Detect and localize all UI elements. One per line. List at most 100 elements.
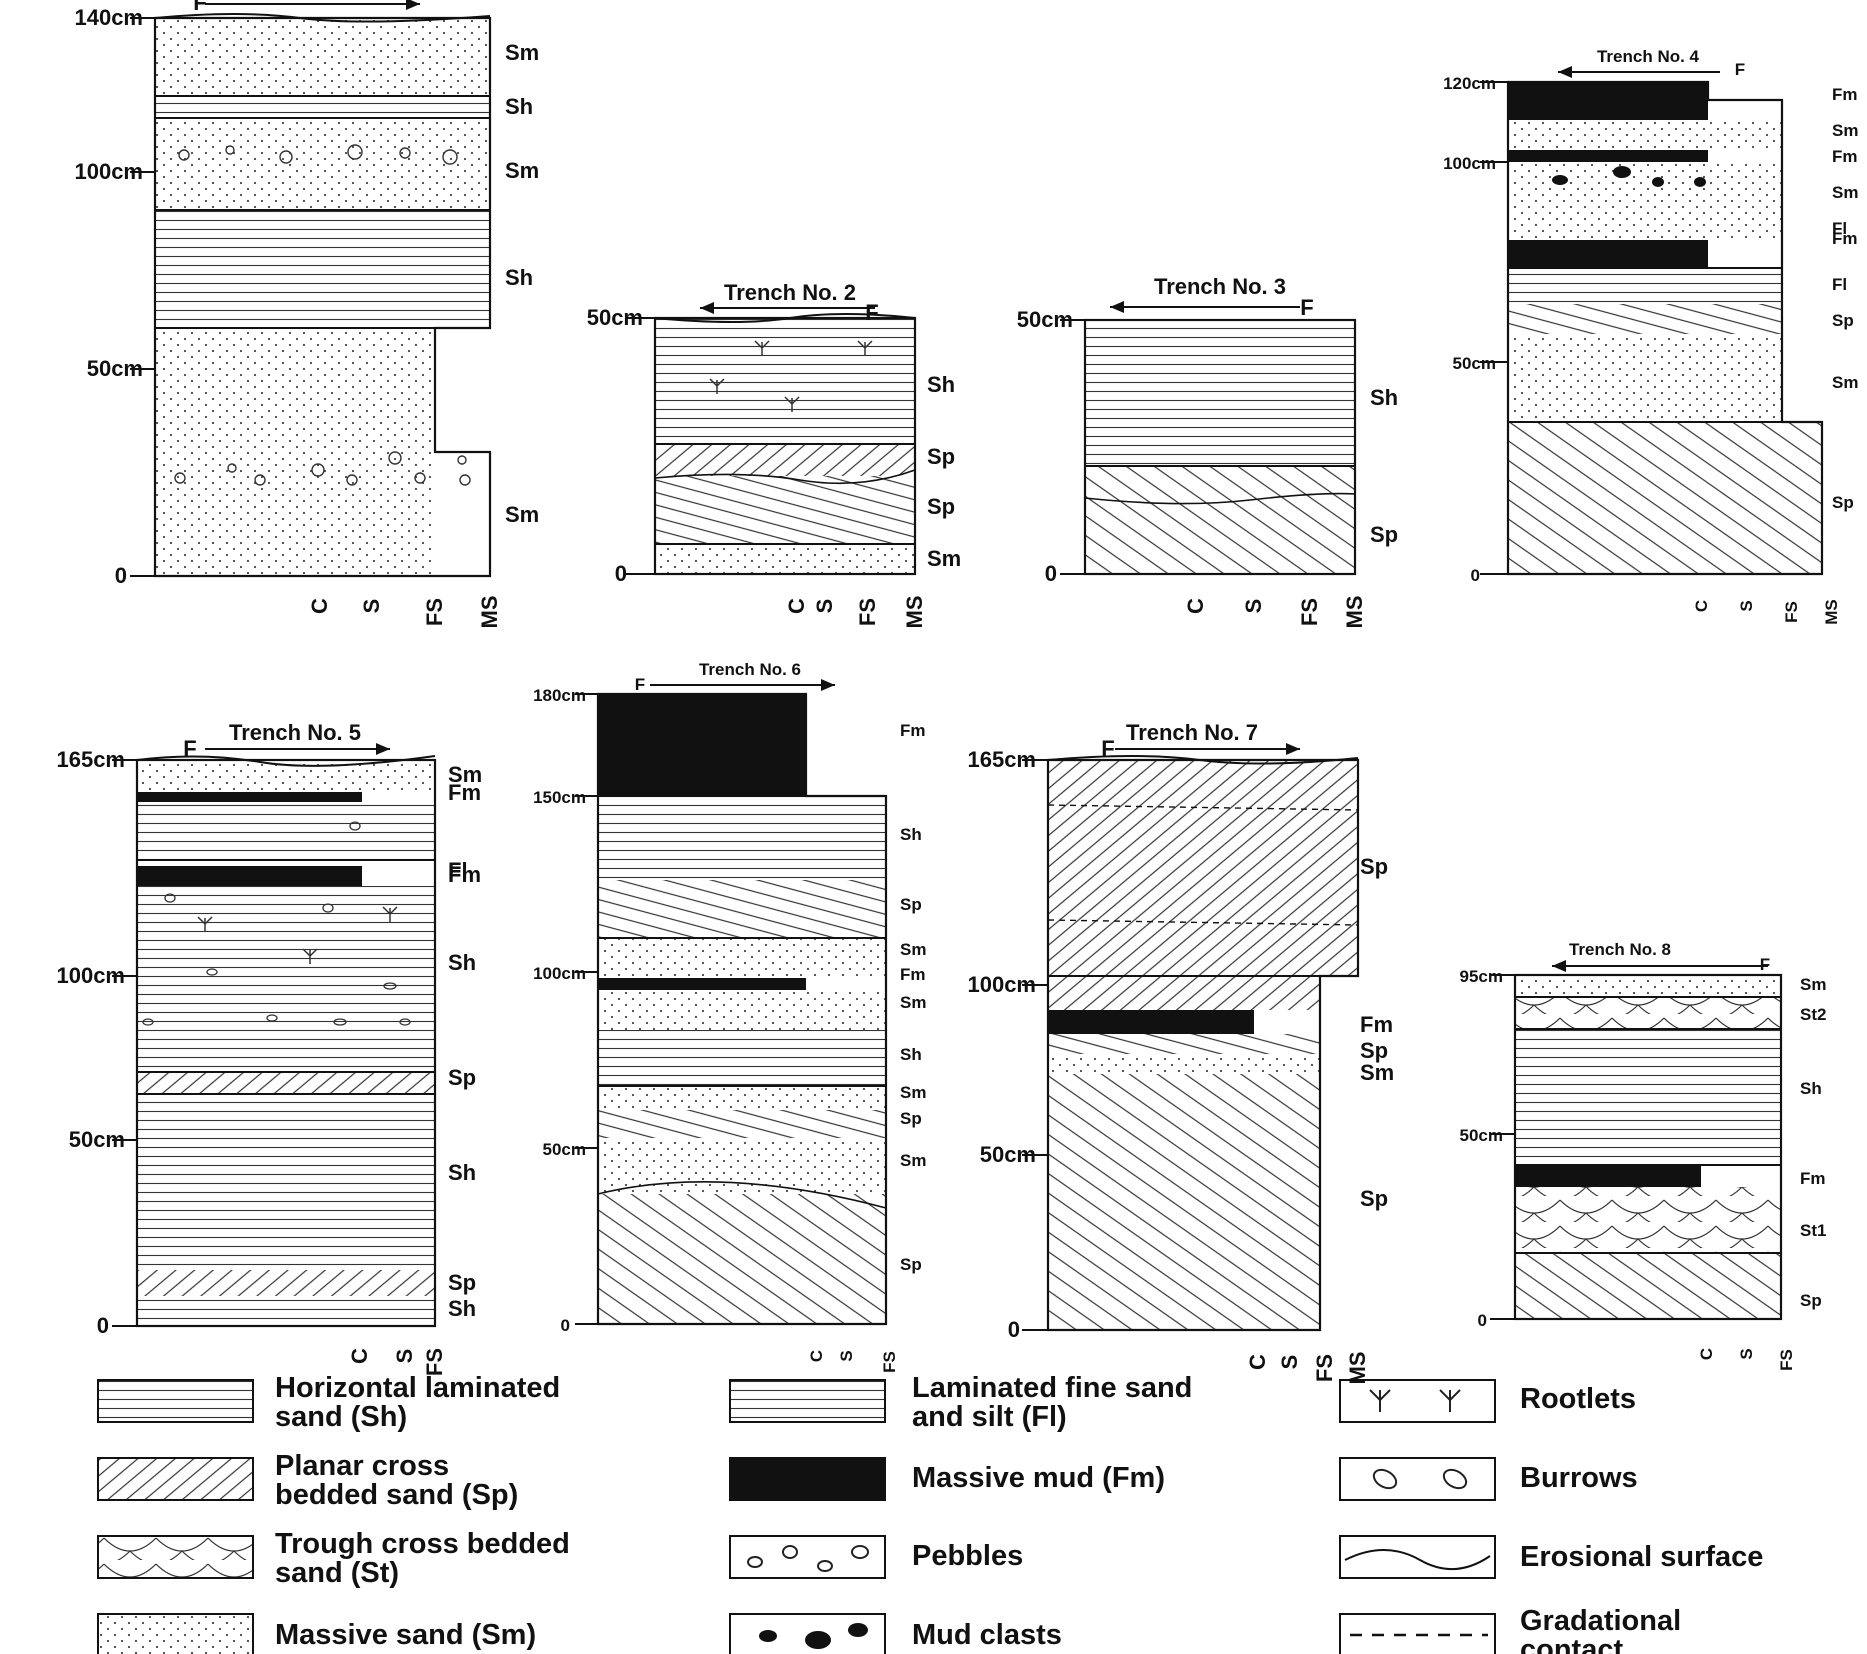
legend-label-eros: Erosional surface [1520,1541,1763,1573]
facies-label: Sm [505,502,539,527]
bed-sm [1048,1054,1320,1074]
bed-sh [1085,320,1355,466]
flow-label: F [193,0,206,15]
facies-label: Sp [900,1109,922,1128]
flow-direction-arrow [1110,301,1300,313]
bed-fm [137,792,362,802]
legend-label-st: sand (St) [275,1557,399,1589]
legend-swatch-fl [729,1379,886,1423]
depth-label: 50cm [87,356,143,381]
depth-label: 100cm [533,964,586,983]
facies-label: Fm [448,862,481,887]
legend-swatch-sp [97,1457,254,1501]
depth-label: 100cm [1443,154,1496,173]
bed-fm [598,694,806,796]
flow-direction-arrow [650,679,835,691]
bed-sh [137,886,435,1072]
flow-label: F [1101,736,1114,761]
trench-title: Trench No. 6 [699,660,801,679]
facies-label: Sp [1360,1186,1388,1211]
burrows-icon [142,821,411,1026]
facies-label: Sm [505,158,539,183]
grain-size-label: S [837,1350,856,1361]
legend-swatch-erosional [1339,1535,1496,1579]
grain-size-label: FS [1782,601,1801,623]
log-column-5 [112,755,437,1328]
flow-direction-arrow [700,302,875,314]
flow-label: F [635,675,645,694]
facies-label: Sm [448,762,482,787]
log-column-2 [625,313,917,576]
log-column-1 [130,13,492,578]
legend-swatch-st [97,1535,254,1579]
depth-label-zero: 0 [1478,1311,1487,1330]
grain-size-label: S [1737,600,1756,611]
bed-sh [1515,1029,1781,1165]
depth-label-top: 165cm [56,747,125,772]
facies-label: Sp [1360,1038,1388,1063]
bed-sm [598,938,886,978]
legend-label-fl: Laminated fine sand [912,1372,1192,1404]
depth-label: 50cm [69,1127,125,1152]
trench-title: Trench No. 8 [1569,940,1671,959]
depth-label: 50cm [1453,354,1496,373]
flow-label: F [1760,955,1770,974]
depth-label: 100cm [56,963,125,988]
depth-label-top: 140cm [74,5,143,30]
depth-label-top: 120cm [1443,74,1496,93]
depth-label: 100cm [74,159,143,184]
facies-label: Fm [900,721,926,740]
depth-label-top: 50cm [587,305,643,330]
bed-fm [1508,82,1708,120]
facies-label: Sh [1800,1079,1822,1098]
facies-label: Sp [448,1270,476,1295]
legend-label-grad: Gradational [1520,1605,1681,1637]
grain-size-label: C [1697,1348,1716,1360]
log-column-7 [1022,755,1360,1332]
facies-label: Sm [505,40,539,65]
bed-sh [155,210,490,328]
bed-sp [137,1072,435,1094]
bed-st [1515,1187,1781,1253]
grain-size-label: C [1245,1354,1270,1370]
bed-fm [137,866,362,886]
legend-label-sp: Planar cross [275,1450,449,1482]
bed-sp [598,1110,886,1138]
bed-sm [1508,162,1782,240]
flow-label: F [1735,60,1745,79]
facies-label: Fm [1832,229,1858,248]
depth-label-zero: 0 [115,563,127,588]
grain-size-label: FS [422,1348,447,1376]
depth-label-top: 180cm [533,686,586,705]
legend-swatch-sh [97,1379,254,1423]
trench-title: Trench No. 4 [1597,47,1700,66]
facies-label: Fm [1360,1012,1393,1037]
facies-label: Sh [448,1160,476,1185]
depth-label-zero: 0 [1045,561,1057,586]
bed-fm [598,978,806,990]
mud-clasts-icon [1552,166,1706,187]
facies-label: Sm [1832,121,1858,140]
facies-label: Sh [1370,385,1398,410]
facies-label: St1 [1800,1221,1826,1240]
grain-size-label: C [784,598,809,614]
burrows-icon [1372,1468,1468,1490]
grain-size-label: S [1737,1348,1756,1359]
depth-label: 150cm [533,788,586,807]
bed-sp [137,1270,435,1296]
grain-size-label: MS [1342,596,1367,629]
facies-label: Sm [900,1151,926,1170]
legend-label-sp: bedded sand (Sp) [275,1479,518,1511]
facies-label: Sh [505,265,533,290]
facies-label: Sh [900,1045,922,1064]
flow-direction-arrow [205,743,390,755]
bed-sp [598,880,886,938]
bed-sp [1048,1074,1320,1330]
bed-sm [598,1086,886,1110]
facies-label: Sm [1832,373,1858,392]
grain-size-label: S [1277,1355,1302,1370]
legend-label-sh: Horizontal laminated [275,1372,560,1404]
bed-sh [598,1030,886,1086]
